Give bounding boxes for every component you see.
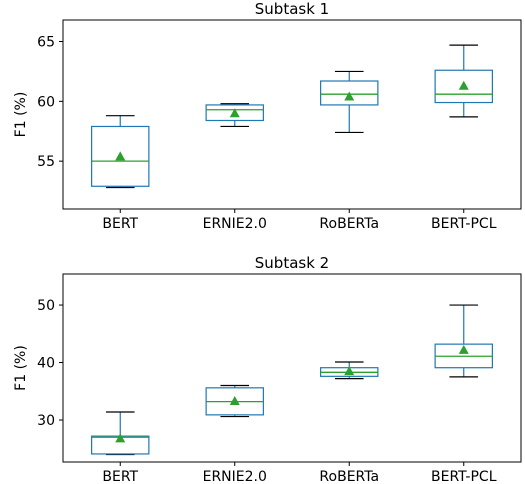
chart-title: Subtask 2 xyxy=(255,254,329,272)
x-tick-label: BERT-PCL xyxy=(431,469,497,484)
box-bert xyxy=(92,412,149,455)
y-tick-label: 55 xyxy=(37,154,55,170)
subtask-1-panel: Subtask 1 F1 (%) 55 60 65 BERT ERNIE2.0 RoBERTa… xyxy=(13,0,521,232)
plot-frame xyxy=(63,20,521,209)
subtask-2-panel: Subtask 2 F1 (%) 30 40 50 BERT ERNIE2.0 RoBERTa… xyxy=(13,254,521,484)
box-roberta xyxy=(321,362,378,379)
chart-title: Subtask 1 xyxy=(255,0,329,18)
box-ernie2-0 xyxy=(206,386,263,417)
box-ernie2-0 xyxy=(206,104,263,127)
box-bert xyxy=(92,116,149,188)
x-tick-label: BERT xyxy=(102,469,138,484)
x-tick-label: RoBERTa xyxy=(319,469,379,484)
y-tick-label: 65 xyxy=(37,35,55,51)
y-tick-label: 40 xyxy=(37,356,55,372)
y-tick-label: 30 xyxy=(37,413,55,429)
y-tick-label: 60 xyxy=(37,94,55,110)
x-tick-label: ERNIE2.0 xyxy=(203,216,267,232)
mean-marker xyxy=(459,81,469,90)
box-bert-pcl xyxy=(435,305,492,377)
x-tick-label: BERT-PCL xyxy=(431,216,497,232)
y-tick-label: 50 xyxy=(37,298,55,314)
box-roberta xyxy=(321,71,378,132)
mean-marker xyxy=(115,151,125,160)
x-tick-label: ERNIE2.0 xyxy=(203,469,267,484)
y-axis-label: F1 (%) xyxy=(13,92,29,138)
mean-marker xyxy=(230,396,240,405)
mean-marker xyxy=(459,345,469,354)
x-tick-label: RoBERTa xyxy=(319,216,379,232)
y-axis-label: F1 (%) xyxy=(13,345,29,391)
box-bert-pcl xyxy=(435,45,492,117)
mean-marker xyxy=(344,92,354,101)
x-tick-label: BERT xyxy=(102,216,138,232)
